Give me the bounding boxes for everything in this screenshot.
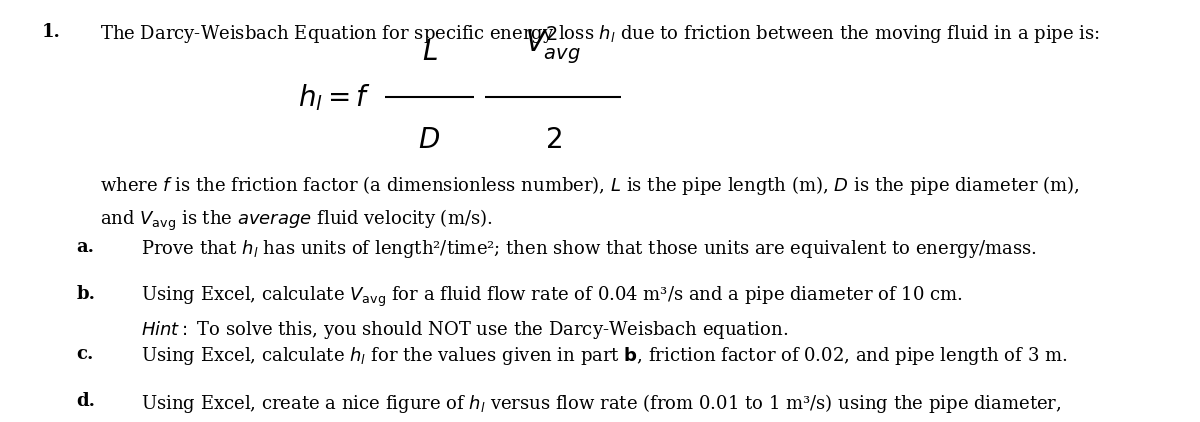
Text: 1.: 1. [42, 23, 60, 41]
Text: The Darcy-Weisbach Equation for specific energy loss $h_l$ due to friction betwe: The Darcy-Weisbach Equation for specific… [101, 23, 1100, 45]
Text: $\mathit{Hint:}$ To solve this, you should NOT use the Darcy-Weisbach equation.: $\mathit{Hint:}$ To solve this, you shou… [142, 319, 788, 341]
Text: $D$: $D$ [419, 127, 440, 154]
Text: d.: d. [77, 392, 96, 410]
Text: $2$: $2$ [545, 127, 562, 154]
Text: where $f$ is the friction factor (a dimensionless number), $L$ is the pipe lengt: where $f$ is the friction factor (a dime… [101, 174, 1080, 197]
Text: $V^2_{avg}$: $V^2_{avg}$ [524, 24, 581, 66]
Text: $L$: $L$ [421, 39, 437, 66]
Text: a.: a. [77, 238, 95, 256]
Text: Using Excel, create a nice figure of $h_l$ versus flow rate (from 0.01 to 1 m³/s: Using Excel, create a nice figure of $h_… [142, 392, 1062, 415]
Text: Prove that $h_l$ has units of length²/time²; then show that those units are equi: Prove that $h_l$ has units of length²/ti… [142, 238, 1037, 260]
Text: and $V_{\mathrm{avg}}$ is the $\mathit{average}$ fluid velocity (m/s).: and $V_{\mathrm{avg}}$ is the $\mathit{a… [101, 208, 493, 233]
Text: b.: b. [77, 284, 96, 303]
Text: Using Excel, calculate $V_{\mathrm{avg}}$ for a fluid flow rate of 0.04 m³/s and: Using Excel, calculate $V_{\mathrm{avg}}… [142, 284, 962, 309]
Text: $h_l = f\,$: $h_l = f\,$ [298, 82, 371, 113]
Text: Using Excel, calculate $h_l$ for the values given in part $\mathbf{b}$, friction: Using Excel, calculate $h_l$ for the val… [142, 345, 1068, 368]
Text: c.: c. [77, 345, 94, 363]
